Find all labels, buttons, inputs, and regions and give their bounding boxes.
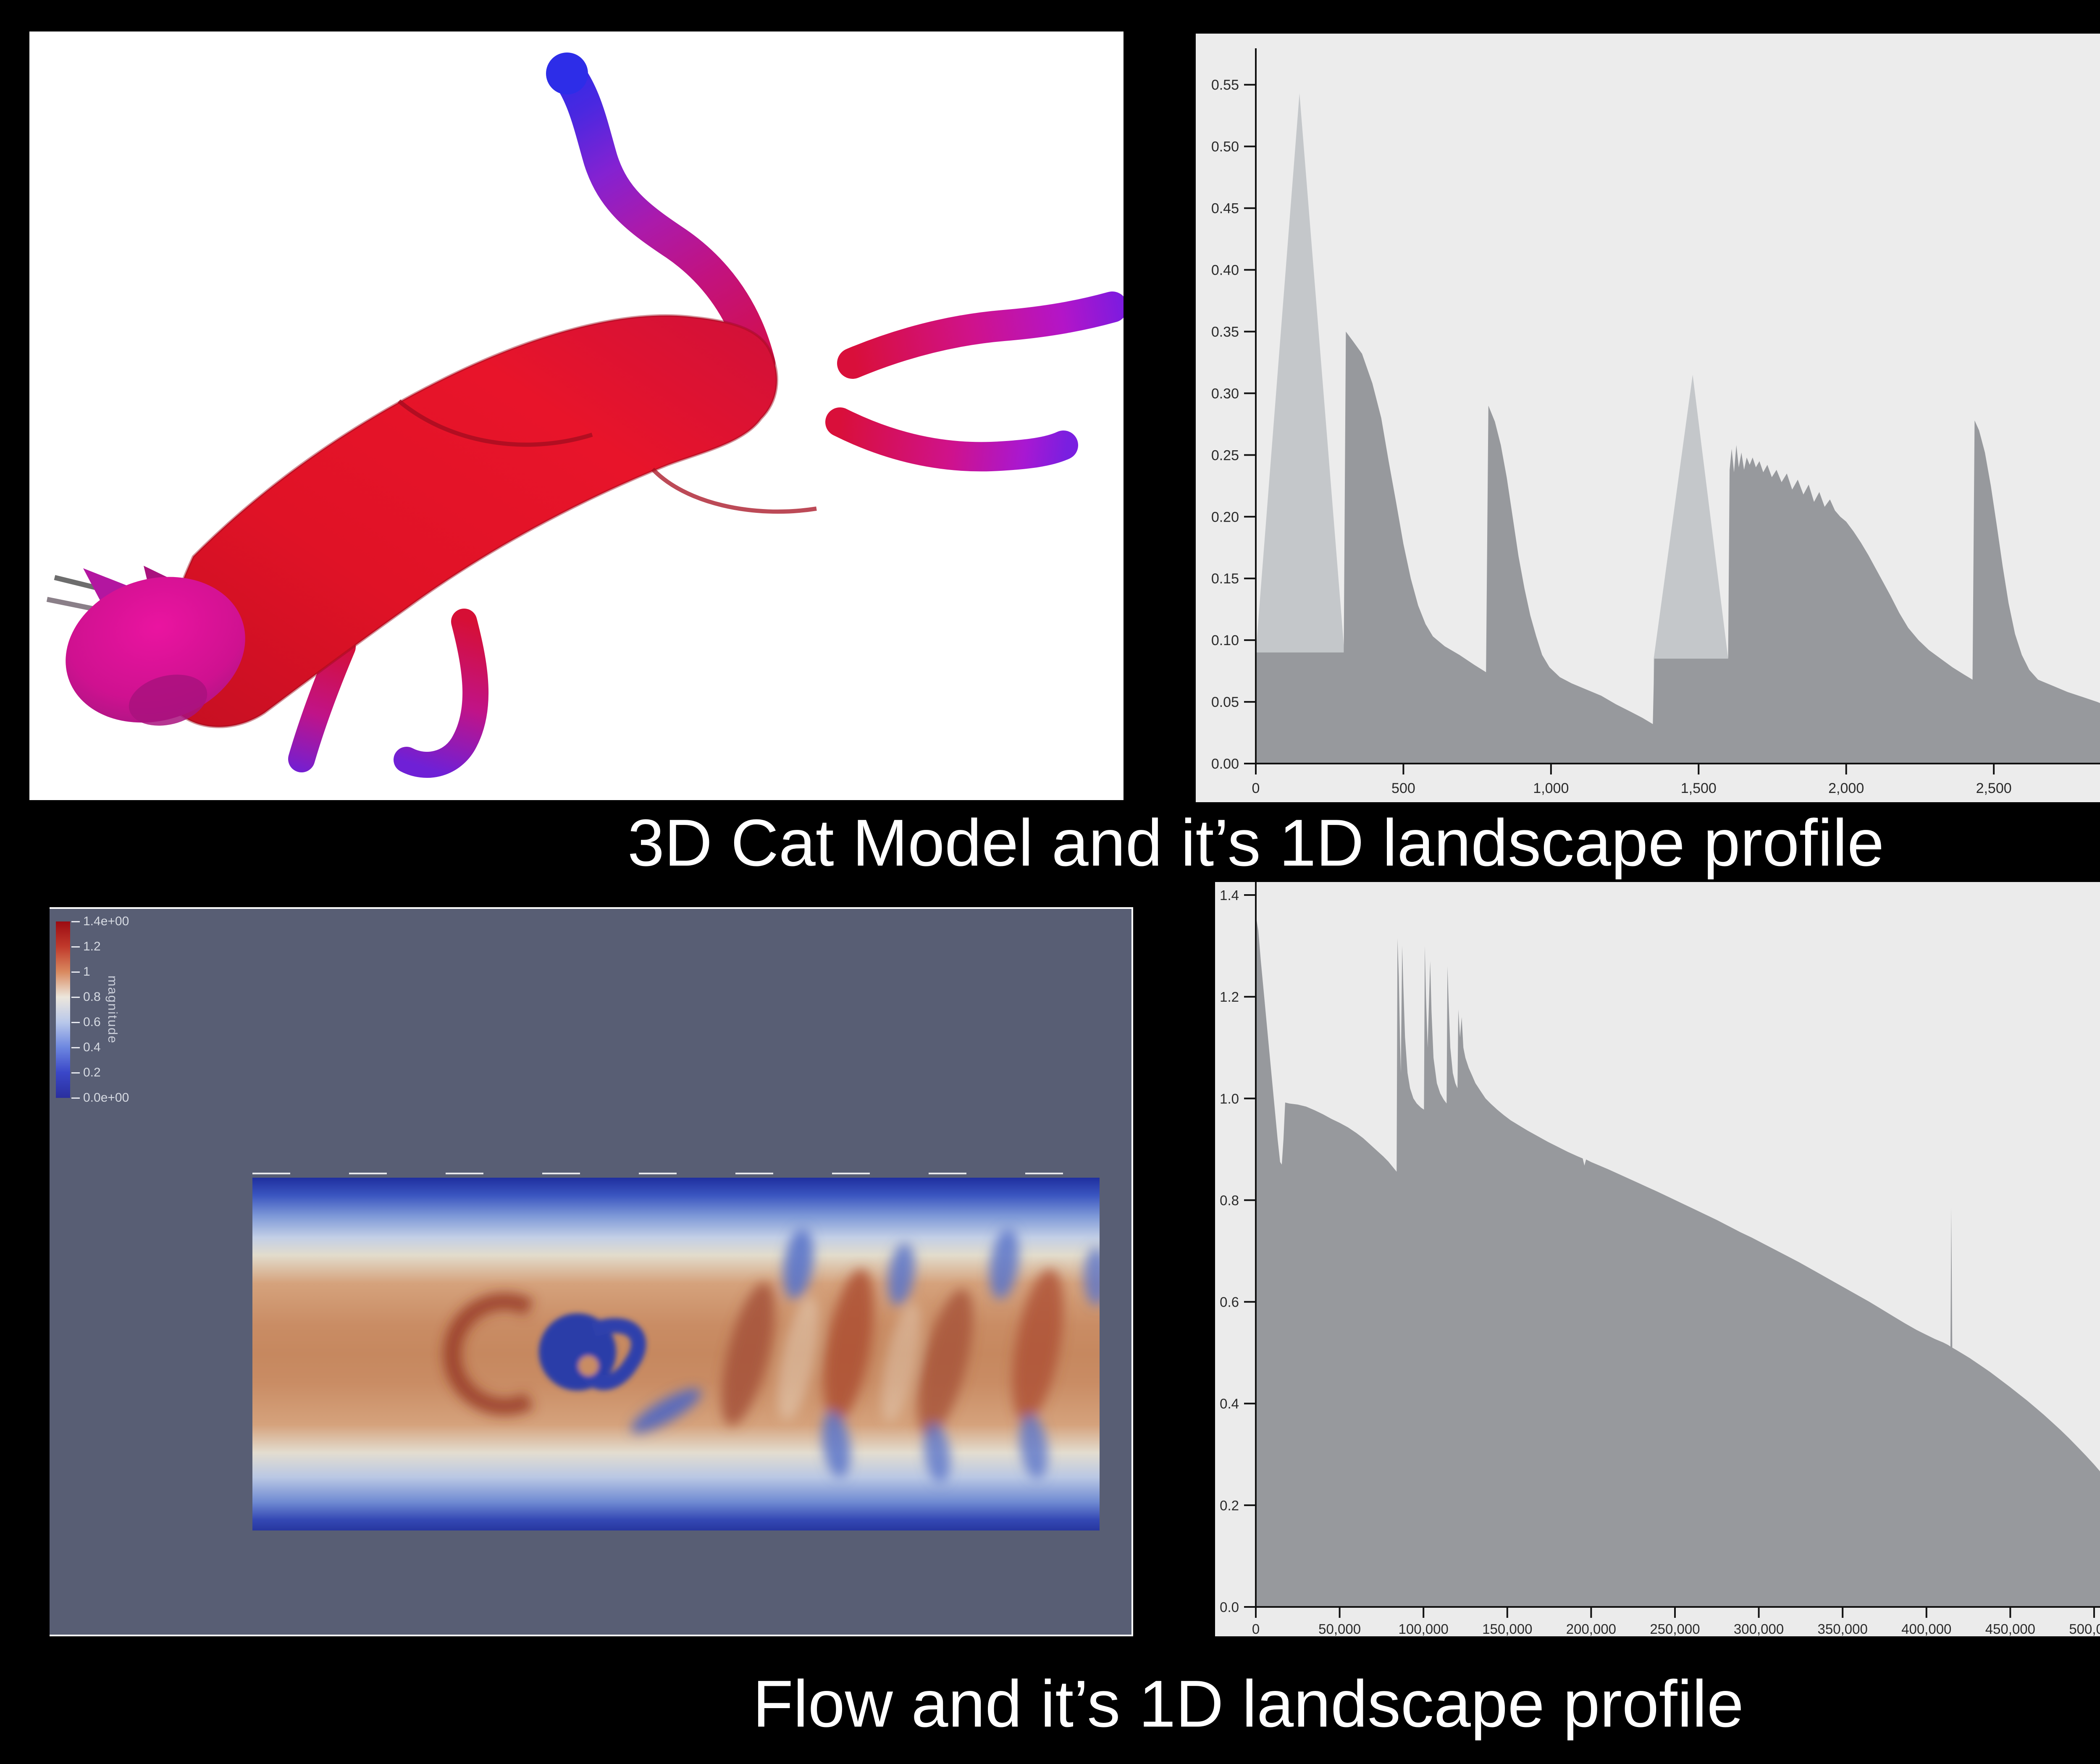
y-tick-label: 0.40 bbox=[1211, 262, 1239, 278]
flow-field-image bbox=[252, 1178, 1109, 1530]
colorbar-tick-label: 0.6 bbox=[83, 1015, 101, 1029]
x-tick-label: 450,000 bbox=[1985, 1621, 2035, 1636]
y-tick-label: 0.0 bbox=[1220, 1599, 1239, 1615]
colorbar-tick bbox=[71, 1097, 80, 1099]
y-tick-label: 0.30 bbox=[1211, 386, 1239, 402]
series-light-peak-1 bbox=[1256, 93, 1344, 764]
colorbar-tick-label: 0.2 bbox=[83, 1066, 101, 1079]
y-tick-label: 0.20 bbox=[1211, 509, 1239, 525]
colorbar-tick bbox=[71, 997, 80, 998]
y-tick-label: 0.00 bbox=[1211, 756, 1239, 772]
x-tick-label: 50,000 bbox=[1318, 1621, 1361, 1636]
x-tick-label: 400,000 bbox=[1901, 1621, 1951, 1636]
colorbar-tick bbox=[71, 1072, 80, 1074]
y-tick-label: 1.0 bbox=[1220, 1091, 1239, 1106]
caption-bottom: Flow and it’s 1D landscape profile bbox=[753, 1667, 1744, 1741]
y-tick-label: 0.10 bbox=[1211, 633, 1239, 648]
x-tick-label: 100,000 bbox=[1399, 1621, 1449, 1636]
x-tick-label: 350,000 bbox=[1818, 1621, 1868, 1636]
cat-tail-tip bbox=[546, 52, 588, 94]
cat-model-panel bbox=[29, 32, 1124, 800]
y-tick-label: 0.05 bbox=[1211, 694, 1239, 710]
flow-cylinder-obstacle bbox=[539, 1313, 646, 1391]
cat-head bbox=[46, 566, 245, 726]
series-landscape-profile bbox=[1256, 331, 2100, 764]
y-tick-label: 0.50 bbox=[1211, 139, 1239, 155]
x-tick-label: 1,500 bbox=[1681, 780, 1717, 796]
colorbar-tick-label: 0.4 bbox=[83, 1040, 101, 1054]
cat-3d-model bbox=[46, 52, 1124, 778]
colorbar-tick bbox=[71, 971, 80, 973]
flow-wake-structures bbox=[443, 1228, 1109, 1483]
y-tick-label: 0.25 bbox=[1211, 447, 1239, 463]
cat-landscape-chart-panel: 0.00 0.05 0.10 0.15 0.20 0.25 0.30 0.35 0.40 0.45… bbox=[1196, 34, 2100, 802]
y-tick-label: 0.6 bbox=[1220, 1294, 1239, 1310]
colorbar-tick-label: 0.8 bbox=[83, 990, 101, 1004]
colorbar-tick bbox=[71, 921, 80, 922]
x-tick-label: 250,000 bbox=[1650, 1621, 1700, 1636]
colorbar-tick-label: 1.2 bbox=[83, 940, 101, 953]
x-tick-label: 1,000 bbox=[1533, 780, 1569, 796]
x-tick-label: 2,000 bbox=[1828, 780, 1864, 796]
flow-landscape-chart-panel: 0.0 0.2 0.4 0.6 0.8 1.0 1.2 1.4 0 50,000 100,000 15… bbox=[1215, 882, 2100, 1636]
y-tick-label: 0.55 bbox=[1211, 77, 1239, 93]
cat-chest-crease bbox=[397, 399, 593, 447]
x-tick-label: 500,000 bbox=[2069, 1621, 2100, 1636]
x-tick-label: 0 bbox=[1252, 780, 1260, 796]
x-tick-label: 500 bbox=[1391, 780, 1415, 796]
x-tick-label: 2,500 bbox=[1976, 780, 2012, 796]
y-tick-label: 1.4 bbox=[1220, 887, 1239, 903]
y-tick-label: 0.2 bbox=[1220, 1498, 1239, 1513]
landscape-profile-chart-cat: 0.00 0.05 0.10 0.15 0.20 0.25 0.30 0.35 0.40 0.45… bbox=[1211, 48, 2100, 796]
y-tick-label: 0.8 bbox=[1220, 1192, 1239, 1208]
flow-colorbar-title: magnitude bbox=[105, 975, 120, 1044]
y-tick-label: 0.4 bbox=[1220, 1396, 1239, 1412]
caption-top: 3D Cat Model and it’s 1D landscape profi… bbox=[627, 806, 1884, 880]
y-tick-label: 0.35 bbox=[1211, 324, 1239, 340]
colorbar-tick-label: 0.0e+00 bbox=[83, 1091, 129, 1105]
flow-domain-dashed-boundary bbox=[252, 1173, 1100, 1174]
x-tick-label: 300,000 bbox=[1734, 1621, 1784, 1636]
cat-haunch-crease bbox=[651, 467, 817, 514]
cat-body bbox=[160, 314, 778, 728]
y-tick-label: 0.45 bbox=[1211, 201, 1239, 217]
y-tick-label: 0.15 bbox=[1211, 571, 1239, 587]
colorbar-tick bbox=[71, 1047, 80, 1048]
cat-tail bbox=[549, 55, 775, 381]
flow-colorbar bbox=[56, 921, 70, 1098]
colorbar-tick-label: 1.4e+00 bbox=[83, 914, 129, 928]
cat-hind-leg-lower bbox=[825, 407, 1078, 472]
cat-front-leg-right bbox=[394, 609, 489, 778]
cat-hind-leg-upper bbox=[837, 291, 1124, 379]
flow-background-gradient bbox=[252, 1178, 1100, 1530]
y-tick-label: 1.2 bbox=[1220, 989, 1239, 1005]
colorbar-tick-label: 1 bbox=[83, 965, 90, 979]
flow-field-svg bbox=[252, 1178, 1109, 1530]
colorbar-tick bbox=[71, 946, 80, 948]
x-tick-label: 0 bbox=[1252, 1621, 1260, 1636]
cat-front-leg-left bbox=[288, 633, 356, 772]
series-landscape-profile bbox=[1256, 915, 2100, 1607]
cat-ear-left bbox=[83, 568, 136, 616]
x-tick-label: 200,000 bbox=[1566, 1621, 1616, 1636]
flow-panel: 1.4e+00 1.2 1 0.8 0.6 0.4 0.2 0.0e+00 magnitude bbox=[50, 907, 1133, 1636]
x-tick-label: 150,000 bbox=[1482, 1621, 1532, 1636]
colorbar-tick bbox=[71, 1022, 80, 1023]
landscape-profile-chart-flow: 0.0 0.2 0.4 0.6 0.8 1.0 1.2 1.4 0 50,000 100,000 15… bbox=[1220, 882, 2100, 1636]
cat-muzzle bbox=[129, 675, 207, 726]
